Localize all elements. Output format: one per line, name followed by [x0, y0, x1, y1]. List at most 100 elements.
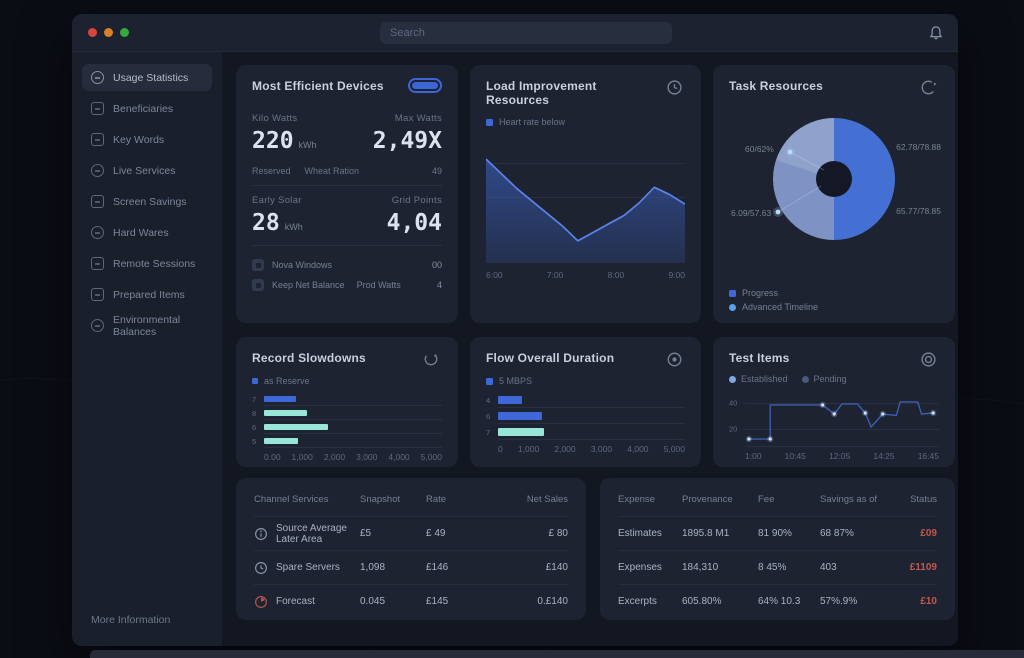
legend-swatch — [729, 289, 736, 297]
bar-row: 4 — [486, 392, 685, 408]
cell-rate: £146 — [426, 562, 449, 573]
legend-swatch — [729, 375, 736, 383]
table-row[interactable]: Forecast 0.045 £145 0.£140 — [254, 584, 568, 618]
donut-legend-item: Progress — [729, 286, 939, 300]
device-footer-row: Nova Windows 00 — [252, 255, 442, 275]
table-row[interactable]: Expenses 184,310 8 45% 403 £1109 — [618, 550, 937, 584]
column-header: Savings as of — [820, 493, 878, 505]
metric-label: Max Watts — [394, 113, 442, 124]
cell-net-sales: £ 80 — [548, 528, 568, 539]
donut-hole — [816, 161, 852, 197]
card-title: Most Efficient Devices — [252, 79, 384, 93]
step-line-chart: 40 20 — [729, 392, 939, 447]
target-icon[interactable] — [663, 348, 685, 370]
row-name: Spare Servers — [276, 562, 340, 573]
history-clock-icon[interactable] — [663, 76, 685, 98]
window-titlebar — [72, 14, 958, 52]
sidebar-item-label: Key Words — [113, 133, 165, 146]
legend-label: Progress — [742, 288, 779, 298]
notifications-bell-icon[interactable] — [928, 25, 944, 41]
sidebar-footer-link[interactable]: More Information — [91, 614, 171, 626]
table-row[interactable]: Estimates 1895.8 M1 81 90% 68 87% £09 — [618, 516, 937, 550]
cell-fee: 8 45% — [758, 562, 787, 573]
bar-row: 7 — [486, 424, 685, 440]
sidebar-item-key-words[interactable]: Key Words — [82, 126, 212, 153]
metric-subtext: 49 — [431, 166, 442, 176]
legend-swatch — [252, 378, 258, 384]
table-row[interactable]: Excerpts 605.80% 64% 10.3 57%.9% £10 — [618, 584, 937, 618]
cell-snapshot: 1,098 — [360, 562, 386, 573]
sidebar-item-usage-statistics[interactable]: Usage Statistics — [82, 64, 212, 91]
cell-status: £09 — [920, 528, 937, 539]
legend-swatch — [729, 303, 736, 311]
window-icon — [252, 259, 264, 271]
legend-label: Heart rate below — [499, 117, 566, 127]
card-most-efficient-devices: Most Efficient Devices Kilo Watts Max Wa… — [236, 65, 458, 323]
sidebar-item-remote-sessions[interactable]: Remote Sessions — [82, 250, 212, 277]
cell-provenance: 605.80% — [682, 596, 722, 607]
metric-value: 4,04 — [386, 210, 442, 236]
cell-net-sales: £140 — [545, 562, 568, 573]
legend-swatch — [801, 375, 809, 383]
layers-icon — [91, 288, 104, 301]
y-axis-label: 20 — [729, 424, 738, 434]
legend-swatch — [486, 377, 493, 385]
bar-row: 8 — [252, 406, 442, 420]
donut-label: 62.78/78.88 — [896, 142, 941, 152]
close-window-button[interactable] — [88, 28, 97, 37]
sidebar-item-environmental-balances[interactable]: Environmental Balances — [82, 312, 212, 339]
dock-sliver — [90, 650, 1024, 658]
grid-icon — [91, 133, 104, 146]
column-header: Rate — [426, 493, 447, 505]
refresh-icon[interactable] — [917, 76, 939, 98]
donut-label: 65.77/78.85 — [896, 206, 941, 216]
sidebar-item-prepared-items[interactable]: Prepared Items — [82, 281, 212, 308]
column-header: Expense — [618, 493, 655, 505]
cell-rate: £ 49 — [426, 528, 446, 539]
sidebar-item-beneficiaries[interactable]: Beneficiaries — [82, 95, 212, 122]
minimize-window-button[interactable] — [104, 28, 113, 37]
table-channel-services: Channel Services Snapshot Rate Net Sales… — [236, 478, 586, 620]
table-header: Expense Provenance Fee Savings as of Sta… — [618, 482, 937, 516]
cell-savings: 68 87% — [820, 528, 854, 539]
metric-value: 28 kWh — [252, 210, 303, 236]
bullseye-icon[interactable] — [917, 348, 939, 370]
card-load-improvement: Load Improvement Resources Heart rate be… — [470, 65, 701, 323]
metric-value: 220 kWh — [252, 128, 317, 154]
metric-subtext: Wheat Ration — [304, 166, 360, 176]
card-title: Flow Overall Duration — [486, 351, 615, 365]
monitor-icon — [91, 195, 104, 208]
cloud-icon — [91, 257, 104, 270]
card-title: Task Resources — [729, 79, 823, 93]
info-circle-icon — [255, 527, 267, 540]
bar-x-axis-labels: 0.00 1,000 2,000 3,000 4,000 5,000 — [264, 452, 442, 462]
cell-fee: 81 90% — [758, 528, 792, 539]
battery-icon — [252, 279, 264, 291]
search-input[interactable] — [380, 22, 672, 44]
sidebar-item-screen-savings[interactable]: Screen Savings — [82, 188, 212, 215]
sidebar-item-hard-wares[interactable]: Hard Wares — [82, 219, 212, 246]
table-row[interactable]: Source Average Later Area £5 £ 49 £ 80 — [254, 516, 568, 550]
table-row[interactable]: Spare Servers 1,098 £146 £140 — [254, 550, 568, 584]
sidebar-item-label: Environmental Balances — [113, 313, 181, 338]
card-title: Test Items — [729, 351, 790, 365]
donut-legend-item: Advanced Timeline — [729, 300, 939, 314]
sidebar-item-live-services[interactable]: Live Services — [82, 157, 212, 184]
metric-subtext: Reserved — [252, 166, 291, 176]
cell-savings: 403 — [820, 562, 837, 573]
clock-icon — [91, 71, 104, 84]
cell-expense: Expenses — [618, 562, 662, 573]
moon-icon[interactable] — [420, 348, 442, 370]
legend-swatch — [486, 118, 493, 126]
column-header: Channel Services — [254, 493, 329, 505]
bolt-icon — [91, 164, 104, 177]
cell-status: £1109 — [909, 562, 937, 573]
zoom-window-button[interactable] — [120, 28, 129, 37]
legend-label: Pending — [813, 374, 847, 384]
cell-rate: £145 — [426, 596, 449, 607]
devices-toggle[interactable] — [408, 78, 442, 93]
legend-label: Advanced Timeline — [742, 302, 819, 312]
sidebar-item-label: Prepared Items — [113, 288, 185, 301]
